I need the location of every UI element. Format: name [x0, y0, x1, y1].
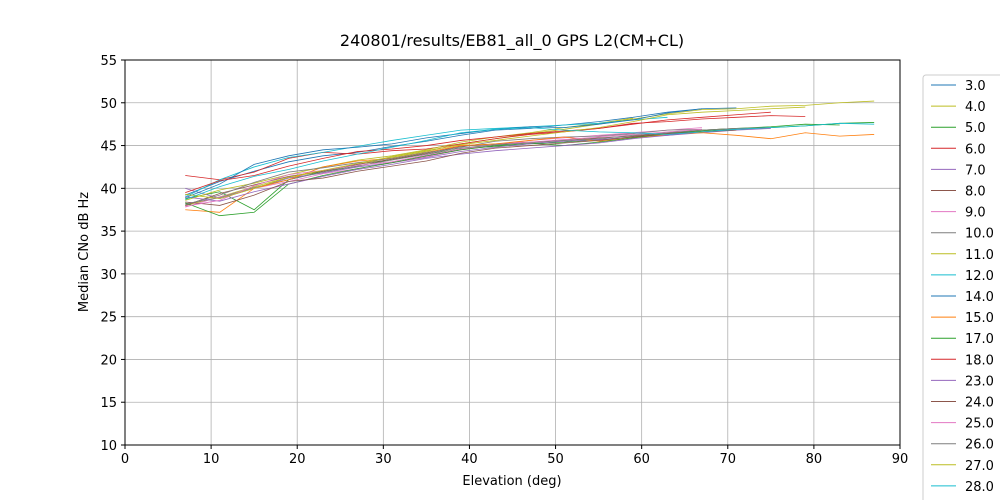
y-tick-label: 50 [100, 97, 117, 112]
legend-label: 26.0 [965, 438, 994, 453]
series-line [185, 108, 702, 199]
legend-label: 24.0 [965, 396, 994, 411]
series-line [185, 132, 875, 213]
y-tick-label: 15 [100, 396, 117, 411]
legend-label: 28.0 [965, 480, 994, 495]
legend-label: 10.0 [965, 227, 994, 242]
y-tick-label: 20 [100, 353, 117, 368]
legend-label: 25.0 [965, 417, 994, 432]
x-axis-label: Elevation (deg) [462, 474, 561, 489]
legend-label: 4.0 [965, 100, 986, 115]
series-line [185, 122, 875, 200]
y-axis-label: Median CNo dB Hz [77, 192, 92, 312]
series-line [185, 128, 737, 202]
legend-label: 12.0 [965, 269, 994, 284]
plot-frame [124, 59, 901, 446]
series-line [185, 100, 875, 206]
series-line [185, 128, 702, 207]
legend-label: 23.0 [965, 374, 994, 389]
series-line [185, 107, 737, 196]
legend-label: 14.0 [965, 290, 994, 305]
x-tick-label: 50 [547, 452, 564, 467]
legend-label: 9.0 [965, 206, 986, 221]
x-tick-label: 60 [633, 452, 650, 467]
legend-label: 7.0 [965, 163, 986, 178]
y-tick-label: 30 [100, 268, 117, 283]
x-tick-label: 80 [806, 452, 823, 467]
x-tick-label: 40 [461, 452, 478, 467]
series-line [185, 127, 702, 208]
series-line [185, 111, 771, 193]
y-tick-label: 25 [100, 311, 117, 326]
y-tick-label: 45 [100, 140, 117, 155]
y-tick-label: 40 [100, 182, 117, 197]
legend-label: 6.0 [965, 142, 986, 157]
legend-label: 17.0 [965, 332, 994, 347]
legend-box [922, 74, 1000, 500]
series-line [185, 127, 771, 205]
chart-title: 240801/results/EB81_all_0 GPS L2(CM+CL) [340, 31, 684, 51]
x-tick-label: 0 [121, 452, 129, 467]
series-line [185, 128, 702, 205]
series-line [185, 129, 737, 206]
x-tick-label: 30 [375, 452, 392, 467]
y-tick-label: 35 [100, 225, 117, 240]
series-line [185, 117, 634, 201]
x-tick-label: 10 [203, 452, 220, 467]
legend-label: 15.0 [965, 311, 994, 326]
legend-label: 3.0 [965, 79, 986, 94]
legend-label: 27.0 [965, 459, 994, 474]
x-tick-label: 90 [892, 452, 909, 467]
x-tick-label: 20 [289, 452, 306, 467]
y-tick-label: 10 [100, 439, 117, 454]
x-tick-label: 70 [720, 452, 737, 467]
y-tick-label: 55 [100, 54, 117, 69]
legend-label: 11.0 [965, 248, 994, 263]
series-line [185, 115, 806, 181]
legend-label: 8.0 [965, 185, 986, 200]
series-line [185, 128, 737, 206]
legend-label: 18.0 [965, 353, 994, 368]
series-line [185, 106, 806, 200]
series-line [185, 116, 668, 198]
legend-label: 5.0 [965, 121, 986, 136]
